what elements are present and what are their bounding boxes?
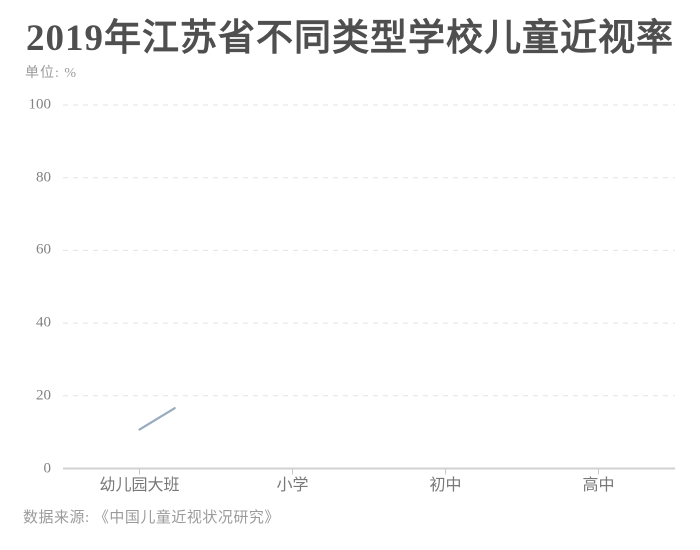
series-line-partial (138, 407, 176, 431)
data-source-note: 数据来源: 《中国儿童近视状况研究》 (23, 510, 280, 526)
chart-title: 2019年江苏省不同类型学校儿童近视率 (26, 18, 674, 59)
unit-label: 单位: % (25, 66, 78, 81)
